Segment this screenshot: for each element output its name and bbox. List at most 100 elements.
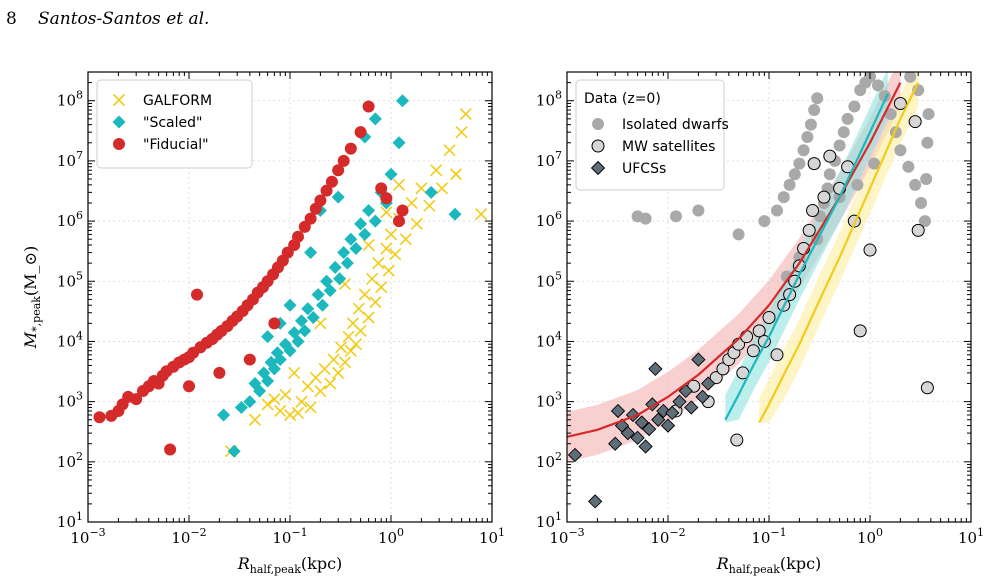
data-point: [344, 344, 357, 357]
plot-area: [93, 94, 488, 458]
data-point: [304, 246, 318, 260]
data-point: [620, 425, 635, 441]
data-point: [362, 238, 375, 252]
data-point: [243, 395, 257, 409]
data-point: [459, 108, 472, 121]
data-point: [306, 310, 320, 324]
data-point: [380, 192, 393, 205]
data-point: [261, 330, 275, 344]
y-tick-label: 105: [536, 269, 562, 290]
data-point: [337, 246, 351, 260]
data-point: [665, 405, 680, 421]
data-point: [268, 317, 281, 330]
data-point: [217, 408, 231, 422]
data-point: [283, 298, 297, 312]
data-point: [283, 344, 297, 358]
data-point: [320, 184, 333, 197]
data-point: [298, 220, 311, 233]
series-0: [224, 108, 488, 458]
y-tick-label: 101: [536, 510, 562, 531]
data-point: [651, 412, 666, 427]
data-point: [368, 112, 382, 126]
legend-title: Data (z=0): [584, 91, 661, 107]
data-point: [213, 366, 226, 379]
x-axis-label: Rhalf,peak(kpc): [716, 554, 822, 576]
data-point: [362, 203, 376, 217]
data-point: [740, 330, 754, 344]
y-tick-label: 106: [536, 209, 562, 230]
data-point: [645, 397, 660, 412]
data-point: [752, 324, 766, 338]
data-point: [701, 376, 716, 391]
model-line: [567, 82, 902, 438]
data-point: [340, 256, 354, 270]
x-tick-label: 101: [479, 526, 505, 547]
data-point: [234, 400, 248, 414]
data-point: [333, 272, 347, 286]
data-point: [291, 230, 304, 243]
data-point: [732, 228, 745, 241]
data-point: [922, 108, 935, 121]
data-point: [788, 168, 801, 181]
data-point: [349, 338, 363, 351]
data-point: [634, 415, 649, 430]
legend-marker: [590, 160, 606, 176]
data-point: [380, 242, 393, 255]
data-point: [709, 371, 723, 385]
data-point: [797, 144, 810, 157]
data-point: [337, 154, 350, 167]
data-point: [384, 167, 398, 181]
data-point: [334, 341, 348, 354]
data-point: [648, 361, 663, 377]
x-tick-label: 100: [378, 526, 404, 547]
data-point: [823, 168, 836, 181]
data-point: [314, 194, 327, 207]
data-point: [324, 377, 337, 390]
data-point: [382, 264, 395, 277]
data-point: [384, 228, 398, 241]
data-point: [920, 381, 934, 395]
data-point: [808, 104, 821, 117]
data-point: [375, 182, 388, 195]
legend-marker: [113, 138, 125, 150]
x-tick-label: 10−2: [171, 526, 206, 547]
data-point: [93, 411, 106, 424]
legend-entry: "Scaled": [143, 115, 202, 131]
data-point: [261, 374, 275, 388]
data-point: [730, 433, 744, 447]
legend-entry: MW satellites: [622, 139, 715, 155]
y-tick-label: 105: [57, 269, 83, 290]
data-point: [392, 178, 406, 191]
data-point: [716, 362, 730, 376]
x-tick-label: 100: [857, 526, 883, 547]
data-point: [793, 157, 806, 170]
data-point: [268, 393, 281, 406]
data-point: [811, 92, 824, 105]
data-point: [288, 366, 301, 379]
data-point: [354, 324, 367, 337]
data-point: [358, 227, 372, 241]
data-point: [669, 210, 682, 223]
data-point: [368, 214, 382, 228]
data-point: [304, 212, 317, 225]
x-tick-label: 10−2: [650, 526, 685, 547]
y-tick-label: 108: [536, 89, 562, 110]
data-point: [274, 404, 287, 418]
data-point: [389, 248, 402, 261]
data-point: [279, 388, 292, 401]
y-tick-label: 101: [57, 510, 83, 531]
x-tick-label: 10−1: [751, 526, 786, 547]
data-point: [920, 173, 933, 186]
x-tick-label: 101: [958, 526, 984, 547]
data-point: [908, 115, 922, 129]
y-tick-label: 107: [536, 149, 562, 170]
data-point: [352, 302, 365, 315]
y-axis-label: M*,peak(M_⊙): [21, 246, 43, 349]
data-point: [684, 400, 699, 415]
legend-box: [96, 79, 253, 169]
data-point: [817, 190, 831, 204]
data-point: [448, 207, 462, 221]
running-head: Santos-Santos et al.: [38, 9, 210, 29]
data-point: [871, 79, 884, 92]
